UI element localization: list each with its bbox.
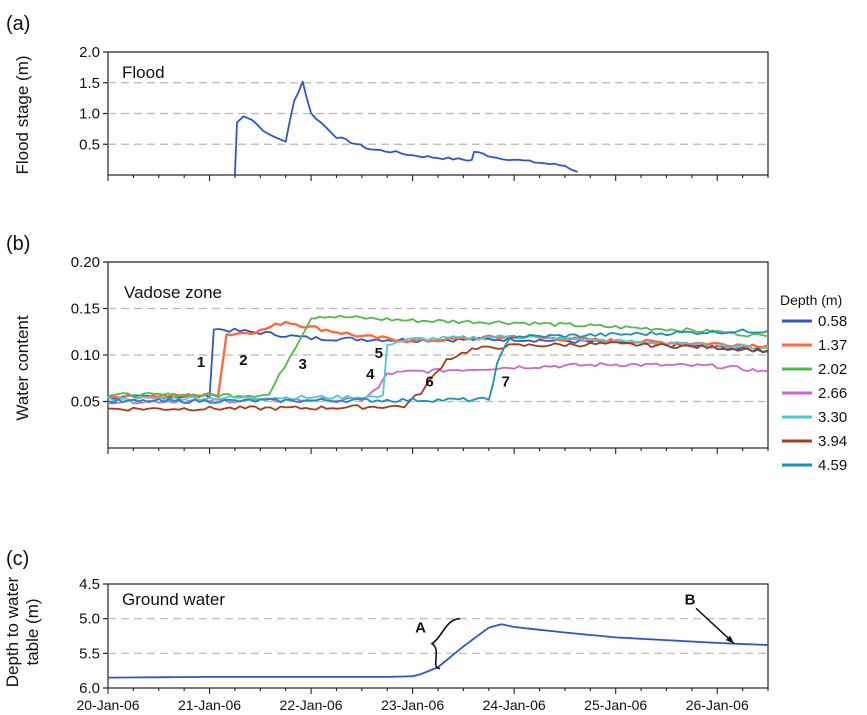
panel-c-y-axis-label-line-2: table (m) <box>23 598 42 665</box>
legend-label: 2.02 <box>818 361 847 378</box>
series-line <box>108 623 769 679</box>
x-tick-label: 23-Jan-06 <box>381 697 444 713</box>
y-tick-label: 4.5 <box>79 576 100 593</box>
legend-label: 3.94 <box>818 433 847 450</box>
legend-label: 4.59 <box>818 457 847 474</box>
legend-title: Depth (m) <box>780 292 842 308</box>
x-tick-label: 22-Jan-06 <box>280 697 343 713</box>
panel-a-plot: 0.5 1.0 1.5 2.0 <box>79 44 769 181</box>
panel-a-label: (a) <box>6 13 30 35</box>
panel-a-annotation: Flood <box>122 63 165 82</box>
curve-label: 6 <box>425 374 433 391</box>
y-tick-label: 6.0 <box>79 680 100 697</box>
annotation-a-brace <box>430 617 461 670</box>
curve-label: 7 <box>502 374 510 391</box>
x-tick-label: 26-Jan-06 <box>686 697 749 713</box>
curve-label: 3 <box>298 356 306 373</box>
y-tick-label: 5.5 <box>79 645 100 662</box>
panel-c-plot: 4.5 5.0 5.5 6.020-Jan-06 21-Jan-06 22-Jan-06 2… <box>76 576 769 713</box>
panel-b: (b) Vadose zone Water content 0.050.100.… <box>6 233 847 474</box>
series-line <box>234 80 578 176</box>
panel-a: (a) Flood Flood stage (m) 0.5 1.0 1.5 2.0 <box>6 13 769 181</box>
curve-label: 1 <box>197 354 205 371</box>
legend-label: 1.37 <box>818 337 847 354</box>
panel-b-label: (b) <box>6 233 30 255</box>
panel-b-plot: 0.05 0.10 0.15 0.20 1 2 3 45 6 7 <box>71 254 769 454</box>
legend-label: 0.58 <box>818 313 847 330</box>
panel-c-y-axis-label-line-1: Depth to water <box>3 576 22 687</box>
y-tick-label: 2.0 <box>79 44 100 61</box>
series-line-459 <box>107 328 769 404</box>
legend-label: 3.30 <box>818 409 847 426</box>
panel-c-annotation: Ground water <box>122 590 225 609</box>
y-tick-label: 0.20 <box>71 254 100 271</box>
series-line-202 <box>107 314 769 398</box>
x-tick-label: 21-Jan-06 <box>178 697 241 713</box>
panel-c-y-axis-label: Depth to water table (m) <box>3 576 42 687</box>
panel-b-y-axis-label: Water content <box>13 315 32 420</box>
legend: Depth (m) 0.58 1.37 2.02 2.66 3.30 3.94 4.59 <box>780 292 847 474</box>
series-line-330 <box>107 334 769 402</box>
curve-label: 2 <box>239 352 247 369</box>
x-tick-label: 20-Jan-06 <box>76 697 139 713</box>
panel-c-label: (c) <box>6 548 29 570</box>
curve-label: 5 <box>375 345 383 362</box>
legend-label: 2.66 <box>818 385 847 402</box>
y-tick-label: 1.0 <box>79 106 100 123</box>
y-tick-label: 1.5 <box>79 75 100 92</box>
y-tick-label: 0.15 <box>71 301 100 318</box>
series-line-266 <box>107 362 769 405</box>
curve-label: 4 <box>366 366 375 383</box>
series-line-137 <box>107 320 769 400</box>
panel-c: (c) Ground water Depth to water table (m… <box>3 548 769 713</box>
annotation-b-arrowhead <box>725 635 735 644</box>
y-tick-label: 5.0 <box>79 611 100 628</box>
panel-b-annotation: Vadose zone <box>124 283 222 302</box>
annotation-b-label: B <box>685 591 696 608</box>
series-line-394 <box>107 341 769 412</box>
annotation-b-arrow <box>695 607 735 645</box>
x-tick-label: 24-Jan-06 <box>483 697 546 713</box>
y-tick-label: 0.10 <box>71 347 100 364</box>
panel-a-y-axis-label: Flood stage (m) <box>13 55 32 174</box>
x-tick-label: 25-Jan-06 <box>584 697 647 713</box>
y-tick-label: 0.5 <box>79 136 100 153</box>
annotation-a-label: A <box>415 620 426 637</box>
y-tick-label: 0.05 <box>71 394 100 411</box>
